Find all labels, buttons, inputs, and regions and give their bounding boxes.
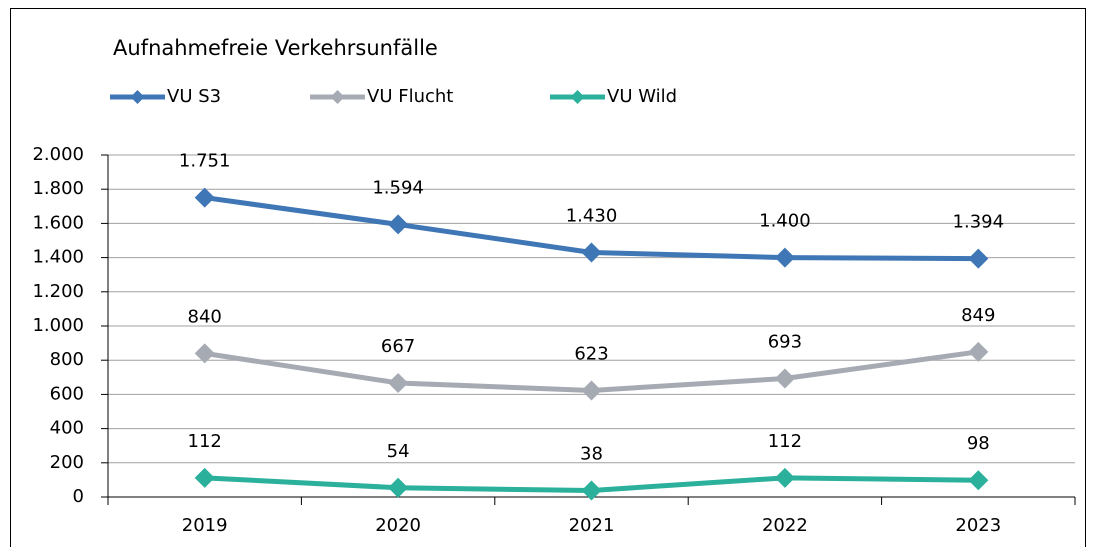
legend-label: VU S3 (167, 86, 221, 107)
x-tick-label: 2020 (375, 515, 421, 536)
y-tick-label: 600 (50, 383, 84, 404)
data-label: 1.430 (566, 205, 618, 226)
point-marker (194, 343, 215, 364)
data-label: 667 (381, 336, 415, 357)
point-marker (774, 247, 795, 268)
point-marker (388, 372, 409, 393)
point-marker (774, 467, 795, 488)
point-marker (581, 242, 602, 263)
y-tick-label: 1.800 (32, 178, 84, 199)
y-tick-label: 400 (50, 418, 84, 439)
x-tick-label: 2022 (762, 515, 808, 536)
chart-frame (10, 8, 1086, 547)
data-label: 1.751 (179, 151, 231, 172)
point-marker (388, 214, 409, 235)
data-label: 1.394 (953, 212, 1005, 233)
x-tick-label: 2019 (182, 515, 228, 536)
y-tick-label: 1.200 (32, 281, 84, 302)
legend-marker (330, 90, 345, 104)
y-tick-label: 0 (73, 486, 84, 507)
data-label: 693 (768, 331, 802, 352)
legend-marker (130, 90, 145, 104)
point-marker (968, 470, 989, 491)
data-label: 1.400 (759, 211, 811, 232)
data-label: 849 (961, 305, 995, 326)
data-label: 112 (188, 431, 222, 452)
legend-label: VU Wild (607, 86, 677, 107)
data-label: 1.594 (372, 177, 424, 198)
y-tick-label: 1.400 (32, 247, 84, 268)
legend-label: VU Flucht (367, 86, 453, 107)
y-tick-label: 2.000 (32, 144, 84, 165)
y-tick-label: 1.600 (32, 212, 84, 233)
point-marker (388, 477, 409, 498)
data-label: 54 (387, 441, 410, 462)
y-tick-label: 800 (50, 349, 84, 370)
point-marker (968, 248, 989, 269)
point-marker (194, 187, 215, 208)
data-label: 112 (768, 431, 802, 452)
x-tick-label: 2023 (955, 515, 1001, 536)
data-label: 840 (188, 306, 222, 327)
point-marker (774, 368, 795, 389)
data-label: 98 (967, 433, 990, 454)
point-marker (581, 380, 602, 401)
legend-marker (570, 90, 585, 104)
point-marker (968, 341, 989, 362)
point-marker (581, 480, 602, 501)
point-marker (194, 467, 215, 488)
y-tick-label: 1.000 (32, 315, 84, 336)
data-label: 623 (574, 343, 608, 364)
x-tick-label: 2021 (569, 515, 615, 536)
data-label: 38 (580, 444, 603, 465)
y-tick-label: 200 (50, 452, 84, 473)
chart-title: Aufnahmefreie Verkehrsunfälle (113, 36, 438, 60)
